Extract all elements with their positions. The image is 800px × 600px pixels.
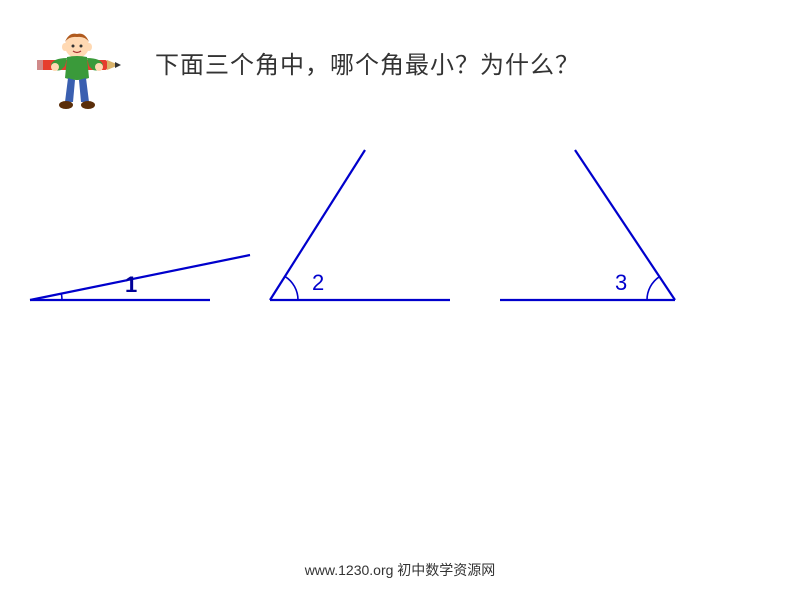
angle-3: 3 xyxy=(500,150,690,320)
angles-container: 1 2 3 xyxy=(30,150,770,320)
angle-label-2: 2 xyxy=(312,270,324,296)
angle-2: 2 xyxy=(270,150,460,320)
angle-ray xyxy=(30,255,250,300)
question-text: 下面三个角中，哪个角最小？为什么？ xyxy=(155,30,580,80)
angle-arc xyxy=(285,276,298,300)
footer-text: www.1230.org 初中数学资源网 xyxy=(0,560,800,580)
cartoon-boy-icon xyxy=(35,30,125,115)
angle-1: 1 xyxy=(30,150,258,320)
angle-label-1: 1 xyxy=(125,272,137,298)
angle-label-3: 3 xyxy=(615,270,627,296)
angle-arc xyxy=(61,294,62,301)
angle-arc xyxy=(647,277,659,300)
